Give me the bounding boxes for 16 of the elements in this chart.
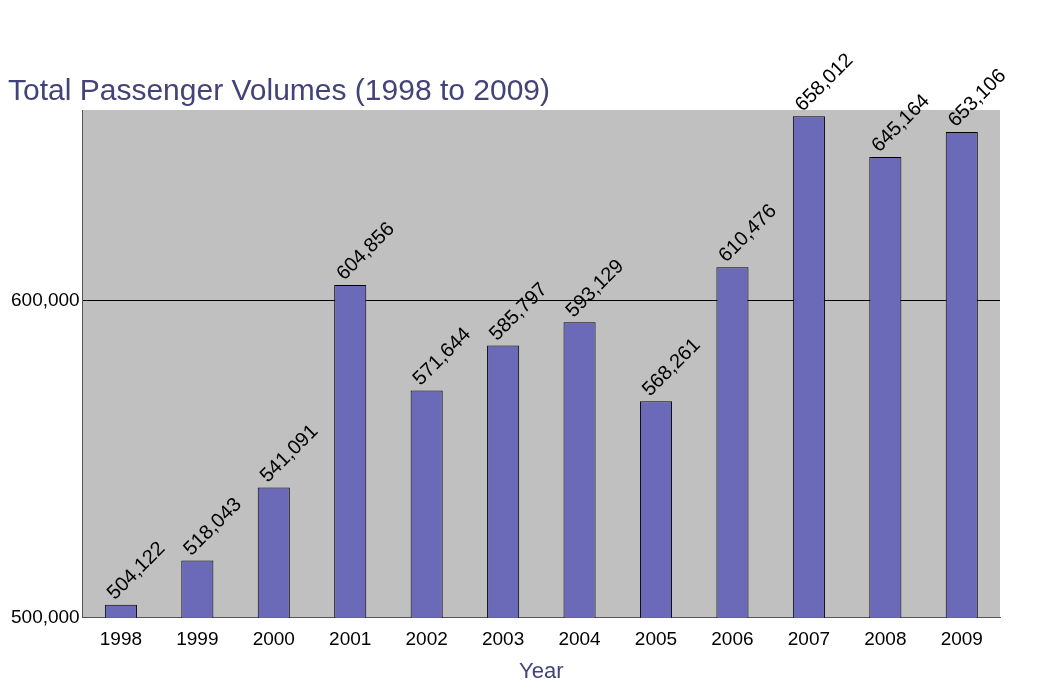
x-tick-label: 2009	[940, 628, 983, 650]
x-tick-label: 2004	[558, 628, 602, 650]
x-tick-label: 2001	[329, 628, 372, 650]
x-tick-label: 2002	[405, 628, 448, 650]
x-axis-title: Year	[519, 657, 564, 683]
y-tick-label: 600,000	[10, 288, 80, 310]
x-tick-label: 2006	[711, 628, 754, 650]
x-tick-label: 2000	[252, 628, 295, 650]
x-tick-label: 1998	[99, 628, 143, 650]
chart-title: Total Passenger Volumes (1998 to 2009)	[8, 73, 551, 107]
y-tick-label: 500,000	[10, 606, 80, 628]
x-tick-label: 2007	[787, 628, 831, 650]
x-tick-label: 2005	[634, 628, 678, 650]
x-tick-label: 2008	[864, 628, 907, 650]
x-tick-label: 1999	[176, 628, 219, 650]
x-tick-label: 2003	[481, 628, 525, 650]
